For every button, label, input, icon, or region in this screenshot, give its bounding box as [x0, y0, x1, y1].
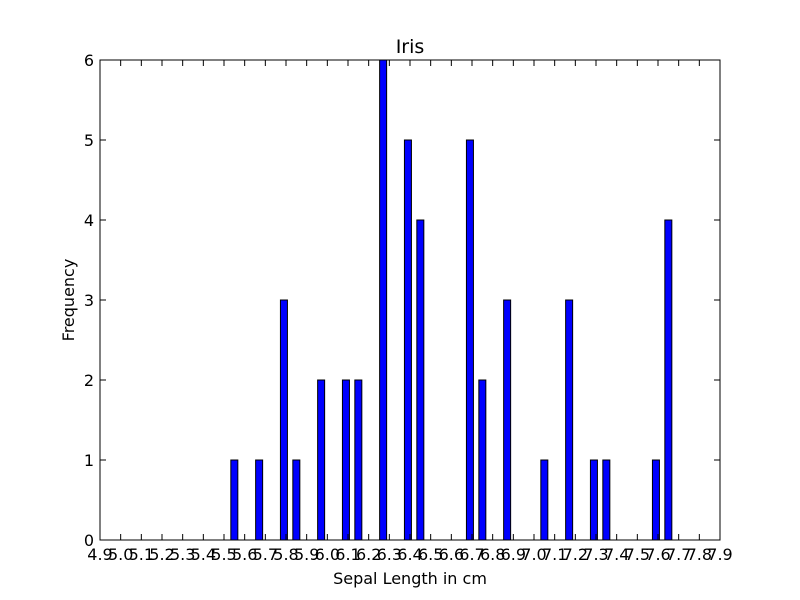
x-tick-label: 6.4 — [397, 545, 422, 564]
y-tick-label: 1 — [84, 451, 94, 470]
bar — [478, 379, 487, 541]
bar — [416, 219, 425, 541]
bar — [503, 299, 512, 541]
y-tick-label: 2 — [84, 371, 94, 390]
bar — [379, 59, 388, 541]
bar — [664, 219, 673, 541]
x-tick-label: 7.0 — [521, 545, 546, 564]
bar — [317, 379, 326, 541]
x-tick-label: 6.6 — [439, 545, 464, 564]
x-tick-label: 7.6 — [645, 545, 670, 564]
y-tick-label: 5 — [84, 131, 94, 150]
x-tick-label: 5.2 — [149, 545, 174, 564]
x-tick-label: 6.8 — [480, 545, 505, 564]
bar — [651, 459, 660, 541]
x-tick-label: 5.0 — [108, 545, 133, 564]
x-tick-label: 6.0 — [315, 545, 340, 564]
x-tick-label: 5.3 — [170, 545, 195, 564]
x-tick-label: 5.1 — [129, 545, 154, 564]
x-tick-label: 4.9 — [87, 545, 112, 564]
x-tick-label: 7.3 — [583, 545, 608, 564]
y-tick-label: 6 — [84, 51, 94, 70]
x-tick-label: 7.7 — [666, 545, 691, 564]
y-axis-title: Frequency — [59, 259, 78, 342]
chart-title: Iris — [396, 36, 425, 58]
x-tick-label: 5.7 — [253, 545, 278, 564]
x-tick-label: 5.8 — [273, 545, 298, 564]
bar — [292, 459, 301, 541]
x-tick-label: 7.2 — [563, 545, 588, 564]
bar — [465, 139, 474, 541]
x-tick-label: 6.3 — [377, 545, 402, 564]
y-tick-label: 0 — [84, 531, 94, 550]
bar — [279, 299, 288, 541]
x-tick-label: 6.7 — [459, 545, 484, 564]
x-tick-label: 6.2 — [356, 545, 381, 564]
x-axis: 4.95.05.15.25.35.45.55.65.75.85.96.06.16… — [87, 60, 733, 564]
x-tick-label: 5.9 — [294, 545, 319, 564]
x-tick-label: 7.5 — [625, 545, 650, 564]
x-tick-label: 7.1 — [542, 545, 567, 564]
bar — [540, 459, 549, 541]
x-tick-label: 5.6 — [232, 545, 257, 564]
x-tick-label: 7.9 — [707, 545, 732, 564]
bar — [230, 459, 239, 541]
y-axis: 0 1 2 3 4 5 6 — [84, 51, 720, 550]
x-tick-label: 6.1 — [335, 545, 360, 564]
bar — [341, 379, 350, 541]
bar — [255, 459, 264, 541]
x-tick-label: 6.9 — [501, 545, 526, 564]
y-tick-label: 3 — [84, 291, 94, 310]
x-tick-label: 5.4 — [191, 545, 216, 564]
bar — [354, 379, 363, 541]
y-tick-label: 4 — [84, 211, 94, 230]
bar — [565, 299, 574, 541]
bar — [602, 459, 611, 541]
bar — [403, 139, 412, 541]
x-tick-label: 6.5 — [418, 545, 443, 564]
x-axis-title: Sepal Length in cm — [333, 569, 487, 588]
x-tick-label: 7.8 — [687, 545, 712, 564]
bar — [589, 459, 598, 541]
x-tick-label: 7.4 — [604, 545, 629, 564]
bars-group — [230, 59, 673, 541]
x-tick-label: 5.5 — [211, 545, 236, 564]
